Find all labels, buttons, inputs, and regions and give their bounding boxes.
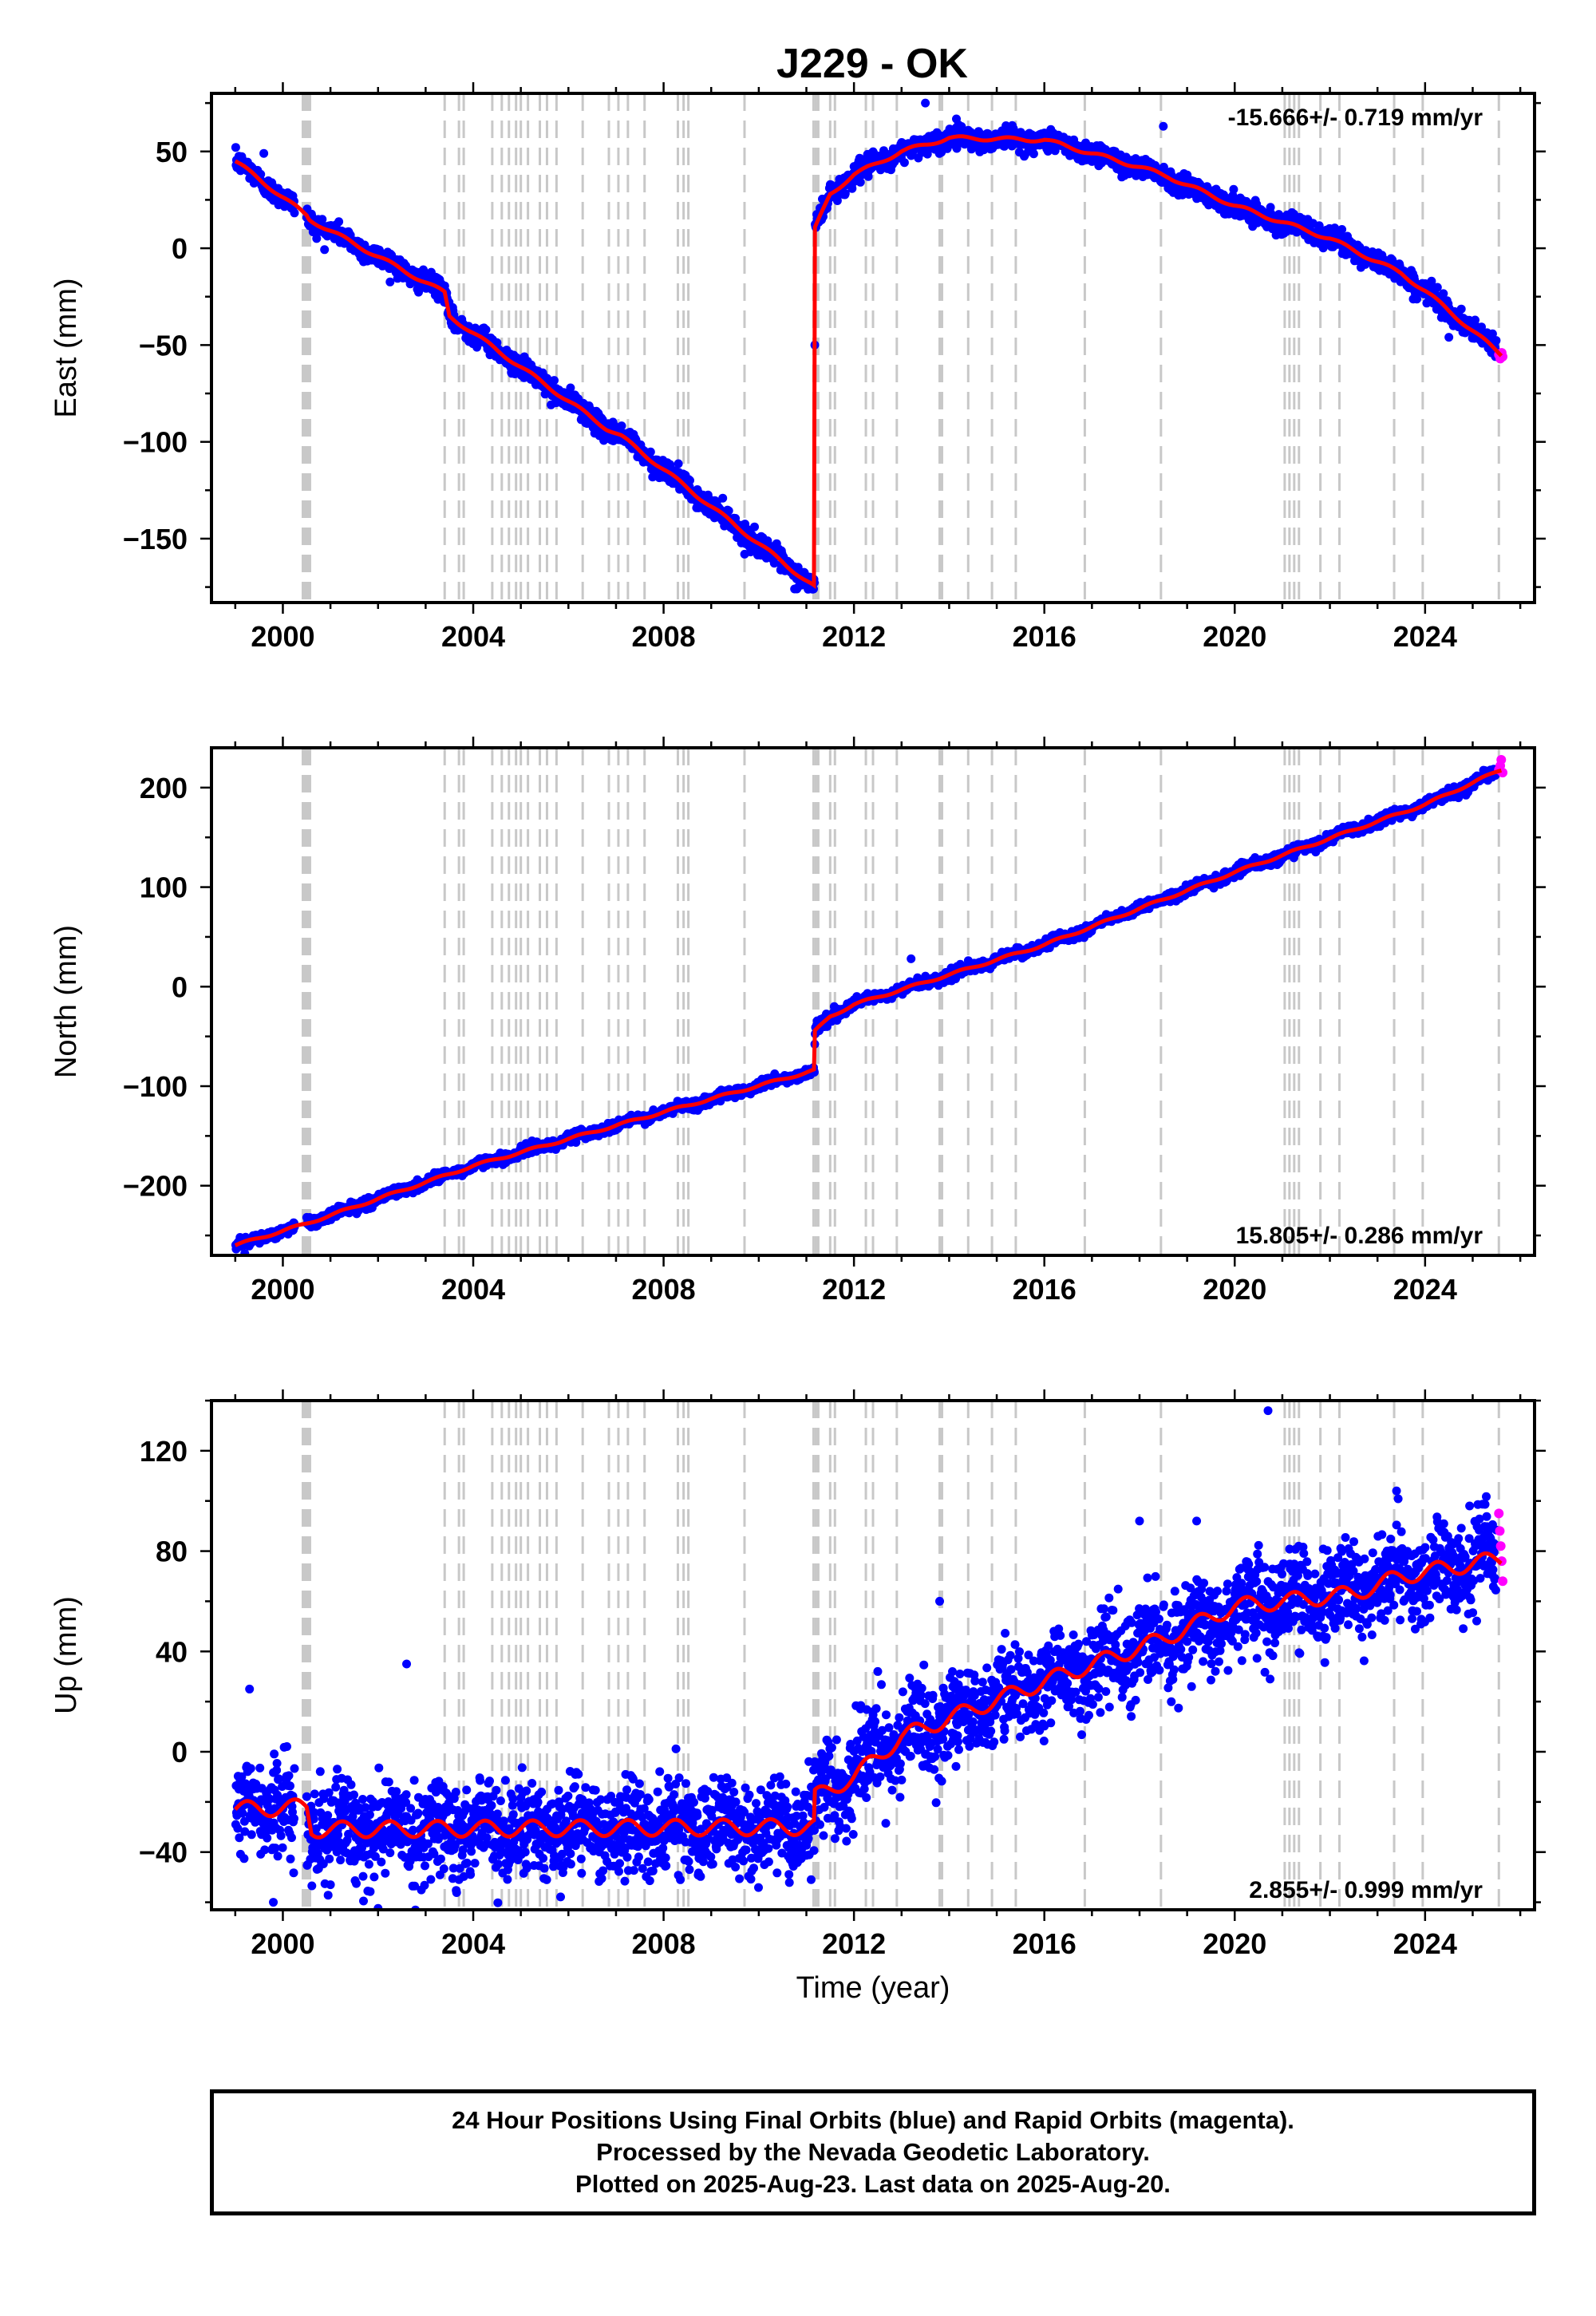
model-line (234, 134, 1503, 590)
final-point (718, 493, 728, 503)
final-point (617, 421, 626, 431)
y-tick-label: −100 (123, 426, 188, 459)
final-point (385, 277, 395, 287)
plot-frame (210, 92, 1536, 604)
y-axis: 50 0 −50 −100 −150 (123, 101, 1546, 588)
final-point (855, 177, 865, 187)
x-tick-label: 2008 (632, 620, 696, 653)
final-point-outlier (1159, 121, 1168, 131)
final-point (769, 559, 779, 568)
x-tick-label: 2016 (1013, 620, 1077, 653)
y-tick-label: 50 (156, 136, 188, 168)
final-point (899, 158, 909, 168)
final-point (550, 376, 559, 385)
final-point (566, 383, 575, 393)
final-point (674, 459, 683, 468)
chart-title: J229 - OK (776, 41, 968, 87)
final-point (840, 189, 850, 198)
final-point-outlier (259, 148, 269, 158)
final-point (320, 245, 330, 255)
final-point (1491, 336, 1501, 346)
final-point (1337, 225, 1347, 234)
y-tick-label: −150 (123, 523, 188, 555)
rate-label: -15.666+/- 0.719 mm/yr (1228, 105, 1483, 131)
final-point (1439, 289, 1448, 298)
final-point (646, 447, 655, 456)
x-axis: 2000 2004 2008 2012 2016 2020 2024 (234, 82, 1522, 653)
final-point (750, 522, 759, 532)
final-point (1229, 184, 1238, 194)
final-point (231, 143, 240, 152)
panel-east: 2000 2004 2008 2012 2016 2020 2024 50 0 −50 −100 −1… (49, 82, 1546, 653)
final-point (1314, 221, 1324, 231)
y-axis-title: East (mm) (49, 278, 83, 417)
final-point (1432, 283, 1442, 292)
final-point-outlier (792, 584, 802, 594)
x-tick-label: 2024 (1393, 620, 1457, 653)
final-point (685, 476, 694, 485)
final-points (231, 754, 1508, 1255)
x-tick-label: 2004 (441, 620, 505, 653)
final-point (290, 208, 299, 218)
step-lines (302, 93, 1500, 603)
final-point (847, 184, 857, 193)
final-point (318, 215, 327, 224)
final-point (1412, 294, 1421, 304)
y-tick-label: −50 (139, 329, 188, 362)
panels: 2000 2004 2008 2012 2016 2020 2024 50 0 −50 −100 −1… (49, 82, 1546, 2005)
final-point-outlier (921, 98, 930, 108)
final-point (1029, 149, 1038, 159)
final-point (1178, 190, 1187, 200)
x-tick-label: 2020 (1203, 620, 1266, 653)
final-point (334, 217, 344, 227)
final-point (863, 172, 873, 181)
step-lines (302, 748, 1500, 1255)
panel-north: 2000 2004 2008 2012 2016 2020 20242001000−100−… (49, 737, 1546, 1306)
final-point-outlier (1444, 333, 1454, 342)
x-tick-label: 2000 (251, 620, 314, 653)
final-points (231, 98, 1508, 594)
final-point (312, 234, 322, 243)
y-tick-label: 0 (172, 232, 188, 265)
final-point (1456, 304, 1466, 314)
final-point (724, 506, 733, 516)
final-point (832, 196, 842, 205)
final-point (481, 325, 491, 334)
x-tick-label: 2012 (822, 620, 886, 653)
